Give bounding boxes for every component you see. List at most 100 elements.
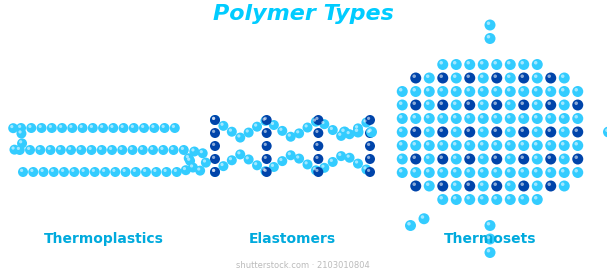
Circle shape bbox=[110, 167, 120, 177]
Circle shape bbox=[466, 142, 470, 146]
Circle shape bbox=[161, 125, 164, 128]
Circle shape bbox=[545, 181, 556, 192]
Circle shape bbox=[150, 147, 153, 150]
Circle shape bbox=[451, 181, 462, 192]
Circle shape bbox=[545, 167, 556, 178]
Circle shape bbox=[302, 123, 313, 132]
Circle shape bbox=[453, 101, 456, 105]
Circle shape bbox=[260, 166, 271, 176]
Circle shape bbox=[108, 123, 118, 133]
Circle shape bbox=[27, 147, 30, 150]
Circle shape bbox=[397, 113, 408, 124]
Circle shape bbox=[507, 196, 510, 199]
Circle shape bbox=[412, 101, 416, 105]
Circle shape bbox=[451, 140, 462, 151]
Circle shape bbox=[534, 129, 537, 132]
Circle shape bbox=[315, 130, 319, 133]
Circle shape bbox=[412, 155, 416, 159]
Circle shape bbox=[80, 125, 83, 128]
Circle shape bbox=[353, 158, 363, 169]
Circle shape bbox=[520, 61, 524, 64]
Circle shape bbox=[263, 117, 267, 120]
Circle shape bbox=[15, 145, 25, 155]
Circle shape bbox=[426, 183, 430, 186]
Circle shape bbox=[254, 123, 257, 127]
Circle shape bbox=[29, 125, 32, 128]
Circle shape bbox=[141, 125, 144, 128]
Circle shape bbox=[227, 155, 237, 165]
Circle shape bbox=[279, 128, 282, 131]
Circle shape bbox=[399, 88, 402, 92]
Circle shape bbox=[439, 115, 443, 118]
Circle shape bbox=[424, 127, 435, 137]
Circle shape bbox=[493, 155, 497, 159]
Circle shape bbox=[507, 155, 510, 159]
Circle shape bbox=[368, 129, 371, 132]
Circle shape bbox=[466, 169, 470, 172]
Circle shape bbox=[453, 142, 456, 146]
Circle shape bbox=[195, 166, 205, 176]
Circle shape bbox=[424, 167, 435, 178]
Circle shape bbox=[16, 123, 26, 133]
Circle shape bbox=[534, 155, 537, 159]
Circle shape bbox=[484, 33, 495, 44]
Circle shape bbox=[412, 142, 416, 146]
Circle shape bbox=[534, 74, 537, 78]
Circle shape bbox=[466, 115, 470, 118]
Circle shape bbox=[10, 125, 13, 128]
Circle shape bbox=[574, 115, 578, 118]
Circle shape bbox=[336, 151, 346, 161]
Circle shape bbox=[190, 164, 193, 167]
Circle shape bbox=[338, 153, 341, 156]
Circle shape bbox=[520, 142, 524, 146]
Circle shape bbox=[26, 123, 36, 133]
Circle shape bbox=[412, 183, 416, 186]
Circle shape bbox=[478, 194, 489, 205]
Circle shape bbox=[355, 125, 358, 129]
Circle shape bbox=[451, 86, 462, 97]
Circle shape bbox=[439, 74, 443, 78]
Circle shape bbox=[412, 129, 416, 132]
Circle shape bbox=[532, 113, 543, 124]
Circle shape bbox=[294, 154, 304, 164]
Circle shape bbox=[545, 153, 556, 165]
Circle shape bbox=[480, 101, 483, 105]
Circle shape bbox=[534, 196, 537, 199]
Circle shape bbox=[559, 99, 570, 111]
Circle shape bbox=[210, 167, 220, 177]
Circle shape bbox=[437, 113, 448, 124]
Circle shape bbox=[321, 165, 325, 168]
Circle shape bbox=[399, 169, 402, 172]
Circle shape bbox=[464, 153, 475, 165]
Circle shape bbox=[341, 129, 345, 132]
Circle shape bbox=[212, 156, 215, 159]
Circle shape bbox=[288, 134, 291, 137]
Circle shape bbox=[90, 167, 100, 177]
Circle shape bbox=[20, 169, 23, 172]
Circle shape bbox=[353, 127, 364, 137]
Circle shape bbox=[365, 128, 375, 138]
Circle shape bbox=[397, 127, 408, 137]
Circle shape bbox=[545, 127, 556, 137]
Circle shape bbox=[451, 99, 462, 111]
Circle shape bbox=[131, 167, 141, 177]
Circle shape bbox=[424, 113, 435, 124]
Circle shape bbox=[172, 167, 181, 177]
Circle shape bbox=[148, 145, 158, 155]
Circle shape bbox=[131, 125, 134, 128]
Circle shape bbox=[464, 167, 475, 178]
Circle shape bbox=[559, 140, 570, 151]
Circle shape bbox=[520, 101, 524, 105]
Circle shape bbox=[426, 129, 430, 132]
Circle shape bbox=[439, 196, 443, 199]
Circle shape bbox=[505, 59, 516, 70]
Circle shape bbox=[365, 167, 375, 177]
Circle shape bbox=[518, 181, 529, 192]
Circle shape bbox=[505, 140, 516, 151]
Circle shape bbox=[210, 115, 220, 125]
Circle shape bbox=[319, 119, 330, 129]
Circle shape bbox=[410, 99, 421, 111]
Circle shape bbox=[35, 145, 46, 155]
Circle shape bbox=[296, 155, 299, 158]
Text: Thermoplastics: Thermoplastics bbox=[44, 232, 163, 246]
